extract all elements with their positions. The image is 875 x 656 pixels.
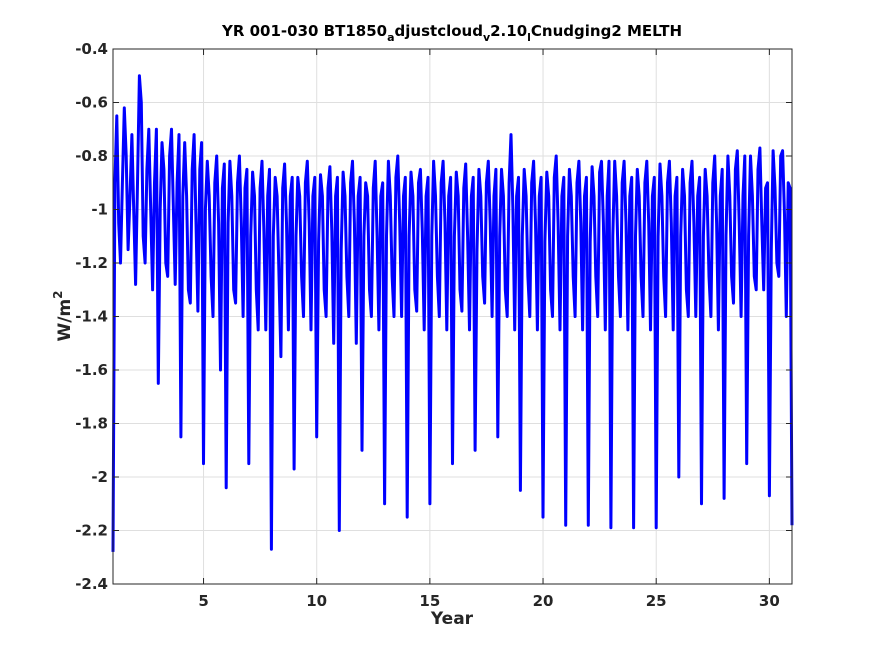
y-tick-label: -0.8 bbox=[75, 147, 108, 165]
y-tick-label: -0.4 bbox=[75, 40, 108, 58]
y-tick-label: -1 bbox=[91, 201, 108, 219]
x-tick-label: 15 bbox=[419, 592, 440, 610]
series-line bbox=[111, 74, 794, 552]
x-tick-label: 20 bbox=[533, 592, 554, 610]
y-tick-label: -1.2 bbox=[75, 254, 108, 272]
x-tick-label: 5 bbox=[198, 592, 208, 610]
y-tick-label: -0.6 bbox=[75, 94, 108, 112]
x-axis-label: Year bbox=[430, 609, 474, 629]
ticks: 5 10 15 20 25 30 -2.4 -2.2 -2 -1.8 -1.6 -1.4 -1.2 -1 -… bbox=[75, 40, 792, 610]
y-axis-label: W/m2 bbox=[51, 290, 75, 341]
chart-title: YR 001-030 BT1850adjustcloudv2.10lCnudgi… bbox=[221, 22, 682, 44]
y-tick-label: -1.8 bbox=[75, 415, 108, 433]
x-tick-label: 30 bbox=[759, 592, 780, 610]
x-tick-label: 10 bbox=[306, 592, 327, 610]
y-tick-label: -2 bbox=[91, 468, 108, 486]
y-tick-label: -1.4 bbox=[75, 308, 108, 326]
y-tick-label: -1.6 bbox=[75, 361, 108, 379]
y-tick-label: -2.4 bbox=[75, 575, 108, 593]
y-tick-label: -2.2 bbox=[75, 522, 108, 540]
x-tick-label: 25 bbox=[646, 592, 667, 610]
